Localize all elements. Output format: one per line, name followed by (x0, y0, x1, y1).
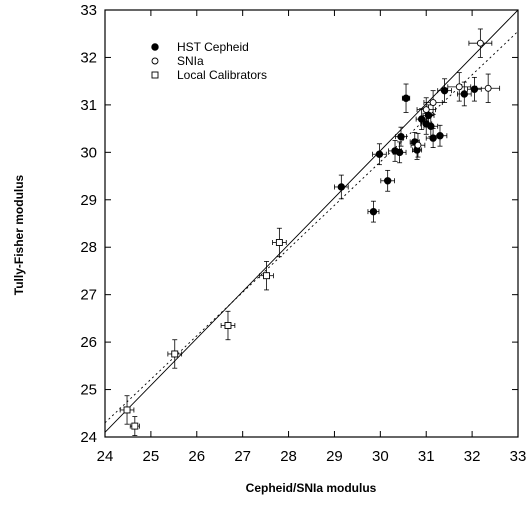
x-tick-label: 31 (418, 448, 435, 465)
y-axis-title: Tully-Fisher modulus (12, 174, 26, 295)
data-point (131, 422, 139, 430)
data-point (171, 350, 179, 358)
data-point (263, 272, 270, 280)
data-point (397, 132, 405, 141)
legend-entry: HST Cepheid (151, 40, 249, 54)
x-tick-label: 33 (510, 448, 527, 465)
data-point (383, 177, 392, 185)
data-point (369, 207, 378, 216)
solid-fit-line (104, 9, 519, 433)
legend-entry: Local Calibrators (151, 68, 267, 82)
dotted-fit-line (104, 31, 519, 424)
data-point (224, 322, 232, 329)
x-tick-label: 28 (280, 448, 297, 465)
x-axis-ticks: 24 25 26 27 28 29 30 31 32 33 (97, 10, 527, 465)
x-axis-title: Cepheid/SNIa modulus (246, 481, 377, 495)
data-point (440, 86, 449, 95)
series-0 (334, 76, 482, 223)
legend-entry: SNIa (151, 54, 204, 68)
legend-marker (151, 71, 159, 79)
data-point (275, 239, 283, 246)
y-tick-label: 26 (80, 334, 97, 351)
data-point (460, 90, 469, 98)
legend-marker (151, 43, 159, 51)
data-point (422, 106, 430, 114)
x-tick-label: 29 (326, 448, 343, 465)
x-tick-label: 25 (143, 448, 160, 465)
y-tick-label: 24 (80, 429, 97, 446)
y-tick-label: 25 (80, 382, 97, 399)
data-point (436, 132, 444, 140)
y-tick-label: 28 (80, 239, 97, 256)
legend-label: Local Calibrators (177, 68, 267, 82)
data-point (429, 99, 437, 106)
y-tick-label: 32 (80, 49, 97, 66)
series-2 (119, 227, 287, 436)
x-tick-label: 26 (188, 448, 205, 465)
data-point (484, 84, 492, 92)
y-tick-label: 30 (80, 144, 97, 161)
x-tick-label: 30 (372, 448, 389, 465)
y-tick-label: 29 (80, 192, 97, 209)
data-points (119, 28, 501, 436)
y-tick-label: 27 (80, 287, 97, 304)
x-tick-label: 24 (97, 448, 114, 465)
data-point (402, 94, 410, 102)
legend-label: HST Cepheid (177, 40, 249, 54)
data-point (476, 39, 484, 47)
y-tick-label: 33 (80, 2, 97, 19)
y-tick-label: 31 (80, 97, 97, 114)
plot-area: 24 25 26 27 28 29 30 31 32 33 24 25 26 27 28 29 30 31 32 3… (80, 2, 526, 465)
fit-lines (104, 9, 519, 433)
legend-label: SNIa (177, 54, 204, 68)
x-tick-label: 27 (234, 448, 251, 465)
error-bar (437, 78, 452, 103)
data-point (427, 122, 435, 130)
legend-marker (151, 57, 159, 65)
y-axis-ticks: 24 25 26 27 28 29 30 31 32 33 (80, 2, 518, 446)
data-point (455, 83, 463, 91)
x-tick-label: 32 (464, 448, 481, 465)
series-1 (410, 28, 501, 158)
data-point (123, 406, 131, 414)
data-point (414, 141, 422, 149)
data-point (395, 148, 404, 157)
plot-frame (104, 9, 519, 438)
data-point (337, 183, 346, 191)
data-point (375, 150, 384, 158)
